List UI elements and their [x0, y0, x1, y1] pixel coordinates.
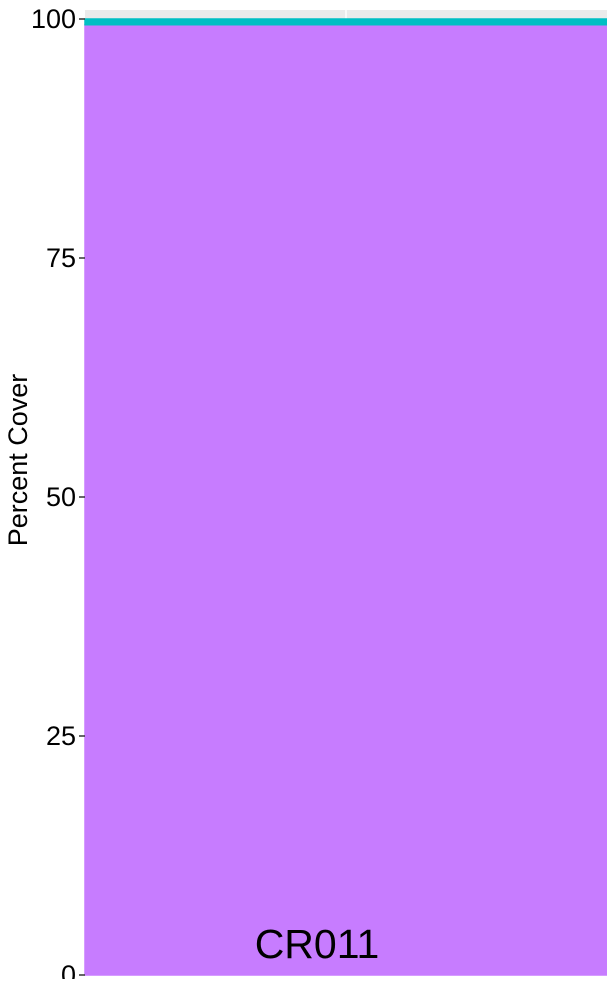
- y-tick-label: 100: [31, 4, 76, 34]
- series-area-2: [84, 18, 607, 26]
- y-tick-label: 0: [61, 960, 76, 979]
- series-area-1: [84, 23, 607, 976]
- y-axis: 0 25 50 75 100: [31, 4, 85, 984]
- y-tick-label: 25: [46, 721, 76, 751]
- y-axis-title: Percent Cover: [3, 374, 33, 547]
- series-group: [84, 18, 607, 976]
- y-tick-label: 75: [46, 243, 76, 273]
- y-tick-label: 50: [46, 482, 76, 512]
- panel-label: CR011: [255, 921, 380, 967]
